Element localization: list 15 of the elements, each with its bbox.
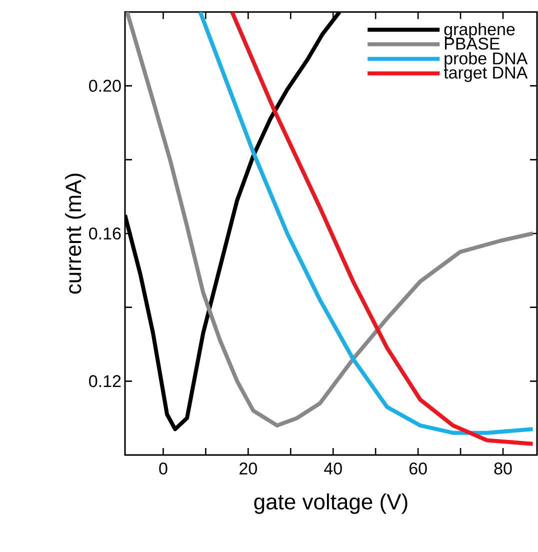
y-tick-label: 0.20 [89,80,121,92]
x-tick-label: 20 [240,462,257,475]
legend-label: graphene [444,22,515,39]
legend-label: PBASE [444,38,500,50]
x-tick-label: 40 [324,462,342,475]
y-tick-label: 0.16 [89,227,121,240]
legend-label: probe DNA [444,52,528,68]
x-tick-label: 60 [409,462,427,475]
line-series [125,12,535,428]
x-tick-label: 0 [159,462,168,475]
y-axis-title: current (mA) [65,174,86,294]
x-tick-label: 80 [494,462,512,475]
legend-label: target DNA [444,66,528,82]
y-tick-label: 0.12 [89,375,121,388]
x-axis-title: gate voltage (V) [254,493,408,514]
